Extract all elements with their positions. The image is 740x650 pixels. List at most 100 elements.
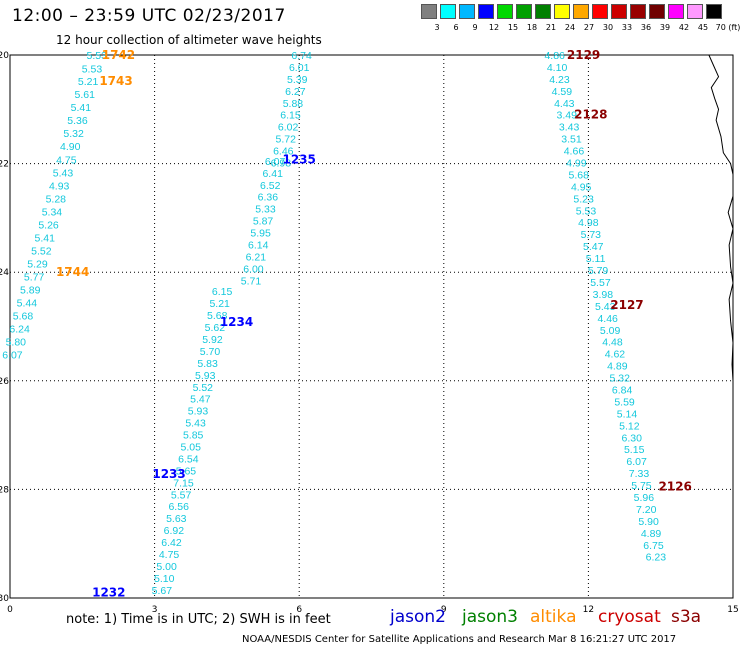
x-tick-label: 6 xyxy=(296,605,302,615)
wave-height-value: 4.90 xyxy=(60,141,81,153)
orbit-number-label: 1744 xyxy=(56,265,89,279)
x-tick-label: 12 xyxy=(583,605,594,615)
wave-height-value: 5.28 xyxy=(46,193,67,205)
wave-height-value: 4.93 xyxy=(49,180,70,192)
wave-height-value: 5.14 xyxy=(617,408,638,420)
wave-height-value: 6.15 xyxy=(212,286,233,298)
wave-height-value: 4.46 xyxy=(597,313,618,325)
x-tick-label: 9 xyxy=(441,605,447,615)
colorbar-swatch xyxy=(497,4,513,19)
orbit-number-label: 1235 xyxy=(282,152,315,166)
wave-height-value: 5.57 xyxy=(171,489,192,501)
wave-height-value: 4.89 xyxy=(641,528,662,540)
wave-height-value: 5.47 xyxy=(190,394,211,406)
wave-height-value: 5.33 xyxy=(255,204,276,216)
orbit-number-label: 1232 xyxy=(92,586,125,600)
orbit-number-label: 1743 xyxy=(99,74,132,88)
wave-height-value: 5.34 xyxy=(42,206,63,218)
orbit-number-label: 1233 xyxy=(152,467,185,481)
wave-height-value: 5.93 xyxy=(195,370,216,382)
wave-height-value: 5.71 xyxy=(241,275,262,287)
y-tick-label: -30 xyxy=(0,594,9,604)
wave-height-value: 6.21 xyxy=(246,251,267,263)
wave-height-value: 6.07 xyxy=(2,350,23,362)
y-tick-label: -26 xyxy=(0,377,9,387)
wave-height-value: 5.32 xyxy=(610,373,631,385)
wave-height-value: 3.43 xyxy=(559,122,580,134)
wave-height-value: 5.23 xyxy=(573,193,594,205)
wave-height-value: 4.66 xyxy=(564,146,585,158)
wave-height-value: 5.89 xyxy=(20,285,41,297)
colorbar-swatch xyxy=(478,4,494,19)
colorbar-swatch xyxy=(706,4,722,19)
colorbar-label: 9 xyxy=(472,23,478,32)
colorbar-swatch xyxy=(516,4,532,19)
wave-height-value: 5.43 xyxy=(53,167,74,179)
wave-height-value: 6.07 xyxy=(265,156,286,168)
wave-height-value: 5.53 xyxy=(87,50,108,62)
wave-height-value: 6.42 xyxy=(161,537,182,549)
wave-height-value: 6.00 xyxy=(243,263,264,275)
wave-height-value: 5.53 xyxy=(82,64,103,76)
wave-height-value: 5.68 xyxy=(569,169,590,181)
map-frame xyxy=(9,54,734,599)
wave-height-value: 5.65 xyxy=(176,465,197,477)
wave-height-value: 6.02 xyxy=(278,122,299,134)
wave-height-value: 5.32 xyxy=(63,128,84,140)
wave-height-value: 5.53 xyxy=(576,205,597,217)
wave-height-value: 4.75 xyxy=(56,154,77,166)
wave-height-value: 5.43 xyxy=(595,301,616,313)
colorbar-swatch xyxy=(554,4,570,19)
colorbar-swatch xyxy=(592,4,608,19)
wave-height-value: 5.79 xyxy=(588,265,609,277)
colorbar-label: 42 xyxy=(678,23,690,32)
colorbar-swatch xyxy=(440,4,456,19)
wave-height-value: 3.98 xyxy=(593,289,614,301)
wave-height-value: 5.73 xyxy=(581,229,602,241)
wave-height-value: 5.85 xyxy=(183,430,204,442)
colorbar-label: 70 (ft) xyxy=(715,23,740,32)
wave-height-value: 4.10 xyxy=(547,62,568,74)
colorbar-swatch xyxy=(421,4,437,19)
wave-height-value: 5.47 xyxy=(583,241,604,253)
colorbar-label: 12 xyxy=(488,23,500,32)
wave-height-value: 5.92 xyxy=(202,334,223,346)
wave-height-value: 5.72 xyxy=(275,134,296,146)
wave-height-value: 6.52 xyxy=(260,180,281,192)
wave-height-value: 5.61 xyxy=(74,89,95,101)
wave-height-value: 4.86 xyxy=(544,50,565,62)
wave-height-value: 5.36 xyxy=(67,115,88,127)
wave-height-value: 6.27 xyxy=(285,86,306,98)
page-subtitle: 12 hour collection of altimeter wave hei… xyxy=(56,33,322,47)
wave-height-value: 7.20 xyxy=(636,504,657,516)
wave-height-value: 6.30 xyxy=(622,432,643,444)
page-title: 12:00 – 23:59 UTC 02/23/2017 xyxy=(12,6,286,26)
wave-height-value: 6.36 xyxy=(258,192,279,204)
y-tick-label: -22 xyxy=(0,160,9,170)
wave-height-value: 5.80 xyxy=(6,337,27,349)
colorbar-swatch xyxy=(611,4,627,19)
wave-height-value: 4.43 xyxy=(554,98,575,110)
colorbar-label: 6 xyxy=(453,23,459,32)
wave-height-value: 5.59 xyxy=(614,396,635,408)
colorbar-label: 30 xyxy=(602,23,614,32)
wave-height-value: 6.23 xyxy=(646,552,667,564)
wave-height-value: 4.75 xyxy=(159,549,180,561)
wave-height-value: 6.07 xyxy=(626,456,647,468)
wave-height-value: 6.24 xyxy=(9,324,30,336)
credit-line: NOAA/NESDIS Center for Satellite Applica… xyxy=(242,634,677,645)
wave-height-value: 5.77 xyxy=(24,272,45,284)
wave-height-value: 5.43 xyxy=(185,418,206,430)
colorbar-label: 36 xyxy=(640,23,652,32)
colorbar-swatch xyxy=(687,4,703,19)
wave-height-value: 5.57 xyxy=(590,277,611,289)
legend-item-s3a: s3a xyxy=(671,607,702,627)
colorbar-label: 15 xyxy=(507,23,519,32)
y-tick-label: -28 xyxy=(0,485,9,495)
colorbar-label: 24 xyxy=(564,23,576,32)
wave-height-value: 4.98 xyxy=(578,217,599,229)
wave-height-value: 6.98 xyxy=(271,158,292,170)
wave-height-value: 5.41 xyxy=(71,102,92,114)
colorbar-label: 18 xyxy=(526,23,538,32)
